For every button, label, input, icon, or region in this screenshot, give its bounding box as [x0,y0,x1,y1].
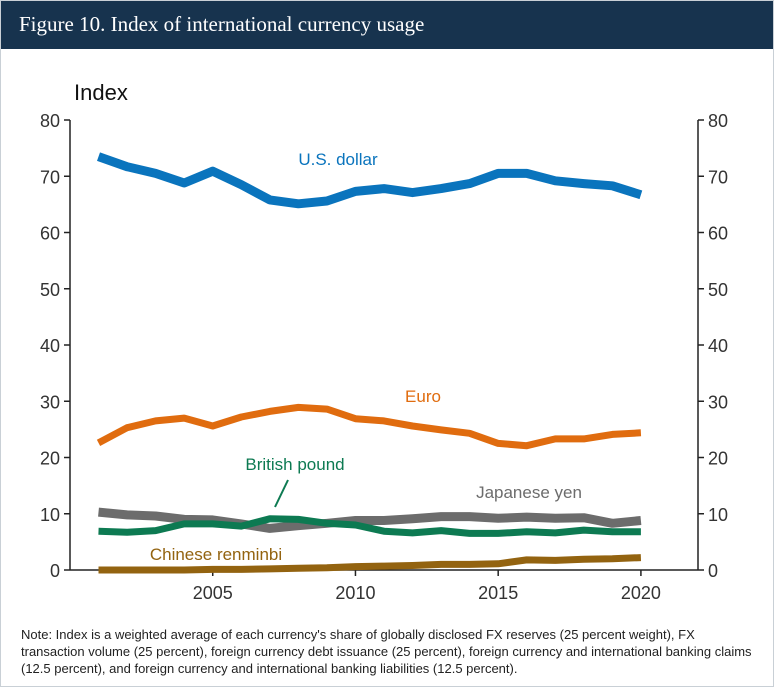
series-label-british-pound: British pound [245,455,344,474]
british-pound-leader-line [274,479,289,508]
series-label-chinese-renminbi: Chinese renminbi [150,545,282,564]
series-line-chinese-renminbi [98,554,642,574]
y-tick-label-right: 40 [708,336,728,356]
y-tick-label-right: 50 [708,280,728,300]
y-tick-label-right: 80 [708,111,728,131]
y-tick-label-right: 60 [708,224,728,244]
y-tick-label-left: 30 [40,392,60,412]
y-tick-label-left: 40 [40,336,60,356]
series-line-u-s-dollar [97,152,643,209]
y-tick-label-left: 50 [40,280,60,300]
y-tick-label-right: 0 [708,561,718,581]
series-label-u-s-dollar: U.S. dollar [298,150,378,169]
y-tick-label-left: 80 [40,111,60,131]
y-tick-label-left: 60 [40,224,60,244]
y-tick-label-left: 20 [40,449,60,469]
x-tick-label: 2005 [193,583,233,603]
y-tick-label-left: 0 [50,561,60,581]
x-tick-label: 2020 [621,583,661,603]
y-tick-label-left: 10 [40,505,60,525]
y-tick-label-right: 10 [708,505,728,525]
series-label-euro: Euro [405,387,441,406]
y-tick-label-left: 70 [40,167,60,187]
series-line-japanese-yen [98,507,642,533]
y-axis-title: Index [74,80,128,105]
x-tick-label: 2010 [335,583,375,603]
y-tick-label-right: 70 [708,167,728,187]
series-line-british-pound [98,515,641,537]
series-line-euro [96,403,642,450]
y-tick-label-right: 30 [708,392,728,412]
figure-note: Note: Index is a weighted average of eac… [21,627,752,676]
y-tick-label-right: 20 [708,449,728,469]
series-label-japanese-yen: Japanese yen [476,483,582,502]
figure-title: Figure 10. Index of international curren… [1,1,773,49]
x-tick-label: 2015 [478,583,518,603]
